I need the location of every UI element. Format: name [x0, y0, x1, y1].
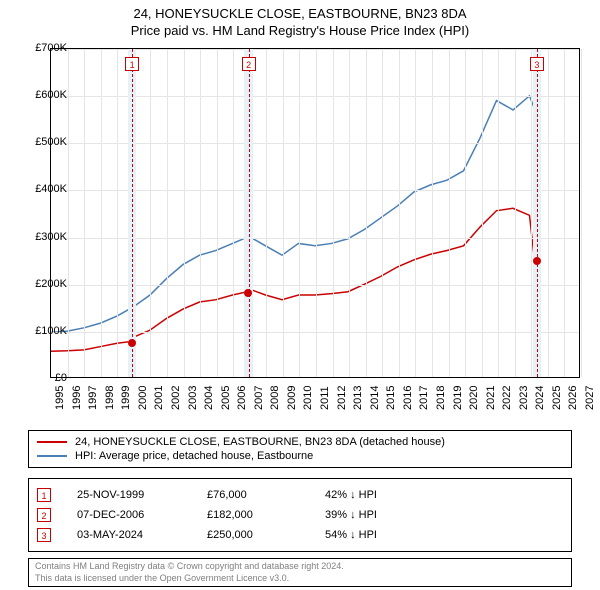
footnote-box: Contains HM Land Registry data © Crown c…	[28, 558, 572, 587]
data-point	[128, 339, 136, 347]
y-axis-label: £100K	[35, 325, 67, 337]
y-axis-label: £600K	[35, 89, 67, 101]
x-axis-label: 2004	[203, 386, 215, 410]
event-marker-icon: 3	[37, 528, 51, 542]
footnote-line: This data is licensed under the Open Gov…	[35, 573, 565, 585]
x-axis-label: 2019	[452, 386, 464, 410]
x-axis-label: 2027	[584, 386, 596, 410]
x-axis-label: 1998	[104, 386, 116, 410]
legend-label: 24, HONEYSUCKLE CLOSE, EASTBOURNE, BN23 …	[75, 436, 445, 448]
x-axis-label: 2018	[435, 386, 447, 410]
y-axis-label: £700K	[35, 42, 67, 54]
title-line1: 24, HONEYSUCKLE CLOSE, EASTBOURNE, BN23 …	[0, 0, 600, 21]
x-axis-label: 2010	[302, 386, 314, 410]
x-axis-label: 2014	[369, 386, 381, 410]
event-date: 07-DEC-2006	[59, 509, 199, 521]
legend-label: HPI: Average price, detached house, East…	[75, 450, 313, 462]
legend-swatch	[37, 441, 67, 443]
x-axis-label: 2002	[170, 386, 182, 410]
event-row: 1 25-NOV-1999 £76,000 42% ↓ HPI	[37, 485, 563, 505]
data-point	[244, 289, 252, 297]
x-axis-label: 2008	[269, 386, 281, 410]
legend-box: 24, HONEYSUCKLE CLOSE, EASTBOURNE, BN23 …	[28, 430, 572, 468]
x-axis-label: 2021	[485, 386, 497, 410]
x-axis-label: 2026	[567, 386, 579, 410]
x-axis-label: 1999	[120, 386, 132, 410]
x-axis-label: 2016	[402, 386, 414, 410]
x-axis-label: 2007	[253, 386, 265, 410]
event-marker-icon: 3	[530, 57, 544, 71]
x-axis-label: 2017	[418, 386, 430, 410]
event-marker-icon: 2	[242, 57, 256, 71]
x-axis-label: 1997	[87, 386, 99, 410]
x-axis-label: 1995	[54, 386, 66, 410]
event-marker-icon: 1	[125, 57, 139, 71]
x-axis-label: 2001	[153, 386, 165, 410]
event-hpi: 39% ↓ HPI	[325, 509, 563, 521]
x-axis-label: 2020	[468, 386, 480, 410]
y-axis-label: £500K	[35, 136, 67, 148]
y-axis-label: £200K	[35, 278, 67, 290]
x-axis-label: 2009	[286, 386, 298, 410]
footnote-line: Contains HM Land Registry data © Crown c…	[35, 561, 565, 573]
x-axis-label: 2003	[187, 386, 199, 410]
legend-swatch	[37, 455, 67, 457]
x-axis-label: 2013	[352, 386, 364, 410]
y-axis-label: £400K	[35, 183, 67, 195]
event-row: 3 03-MAY-2024 £250,000 54% ↓ HPI	[37, 525, 563, 545]
x-axis-label: 2011	[319, 386, 331, 410]
x-axis-label: 1996	[71, 386, 83, 410]
event-hpi: 42% ↓ HPI	[325, 489, 563, 501]
x-axis-label: 2022	[501, 386, 513, 410]
y-axis-label: £300K	[35, 231, 67, 243]
events-table: 1 25-NOV-1999 £76,000 42% ↓ HPI 2 07-DEC…	[28, 478, 572, 552]
x-axis-label: 2015	[385, 386, 397, 410]
series-line-price_paid	[51, 208, 534, 351]
x-axis-label: 2024	[534, 386, 546, 410]
x-axis-label: 2012	[336, 386, 348, 410]
chart-plot-area: 1 2 3	[50, 48, 580, 378]
x-axis-label: 2006	[236, 386, 248, 410]
event-date: 25-NOV-1999	[59, 489, 199, 501]
data-point	[533, 257, 541, 265]
x-axis-label: 2025	[551, 386, 563, 410]
x-axis-label: 2023	[518, 386, 530, 410]
event-price: £182,000	[207, 509, 317, 521]
event-date: 03-MAY-2024	[59, 529, 199, 541]
x-axis-label: 2005	[220, 386, 232, 410]
legend-row: 24, HONEYSUCKLE CLOSE, EASTBOURNE, BN23 …	[37, 435, 563, 449]
event-hpi: 54% ↓ HPI	[325, 529, 563, 541]
event-row: 2 07-DEC-2006 £182,000 39% ↓ HPI	[37, 505, 563, 525]
y-axis-label: £0	[55, 372, 67, 384]
event-price: £76,000	[207, 489, 317, 501]
event-price: £250,000	[207, 529, 317, 541]
legend-row: HPI: Average price, detached house, East…	[37, 449, 563, 463]
event-marker-icon: 2	[37, 508, 51, 522]
event-marker-icon: 1	[37, 488, 51, 502]
x-axis-label: 2000	[137, 386, 149, 410]
title-line2: Price paid vs. HM Land Registry's House …	[0, 21, 600, 38]
chart-container: 24, HONEYSUCKLE CLOSE, EASTBOURNE, BN23 …	[0, 0, 600, 590]
